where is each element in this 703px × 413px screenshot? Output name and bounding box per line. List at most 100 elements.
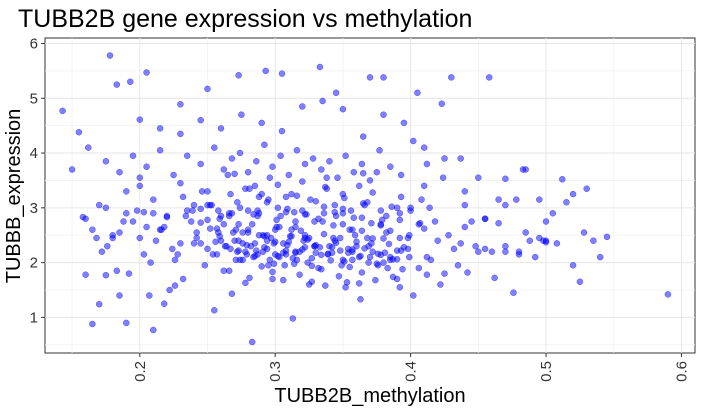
data-point xyxy=(385,240,393,248)
data-point xyxy=(389,273,397,281)
data-point xyxy=(299,103,306,110)
data-point xyxy=(481,245,489,253)
data-point xyxy=(82,271,89,278)
data-point xyxy=(177,130,184,138)
data-point xyxy=(213,251,221,258)
data-point xyxy=(377,207,385,214)
data-point xyxy=(396,216,404,224)
data-point xyxy=(502,201,509,209)
data-point xyxy=(193,229,200,236)
data-point xyxy=(603,233,611,241)
data-point xyxy=(248,338,256,346)
data-point xyxy=(255,231,263,239)
data-point xyxy=(113,81,121,88)
data-point xyxy=(461,223,469,231)
data-point xyxy=(244,168,252,176)
data-point xyxy=(213,225,221,232)
data-point xyxy=(270,260,278,267)
data-point xyxy=(292,223,299,231)
data-point xyxy=(304,236,311,243)
data-point xyxy=(315,264,322,272)
data-point xyxy=(123,210,130,217)
data-point xyxy=(244,229,252,236)
data-point xyxy=(373,260,381,267)
data-point xyxy=(258,119,265,127)
data-point xyxy=(216,215,223,223)
data-point xyxy=(247,242,255,250)
data-point xyxy=(361,245,368,252)
data-point xyxy=(225,267,233,275)
data-point xyxy=(397,193,405,201)
data-point xyxy=(206,201,214,209)
data-point xyxy=(397,171,405,179)
data-point xyxy=(231,237,238,244)
data-point xyxy=(410,292,417,299)
data-point xyxy=(95,300,103,308)
data-point xyxy=(289,254,297,262)
data-point xyxy=(113,267,121,275)
data-point xyxy=(542,218,550,225)
data-point xyxy=(123,188,130,195)
data-point xyxy=(136,234,144,242)
data-point xyxy=(406,231,413,239)
data-point xyxy=(359,200,367,207)
data-point xyxy=(216,233,223,240)
data-point xyxy=(418,196,425,203)
data-point xyxy=(359,170,367,177)
data-point xyxy=(204,188,211,195)
data-point xyxy=(664,291,672,298)
data-point xyxy=(140,208,148,216)
data-point xyxy=(420,225,428,232)
data-point xyxy=(345,249,352,256)
data-point xyxy=(238,111,245,118)
data-point xyxy=(502,248,509,255)
data-point xyxy=(351,231,359,239)
data-point xyxy=(396,234,404,242)
y-tick-label: 6 xyxy=(30,35,38,52)
data-point xyxy=(368,219,375,227)
data-point xyxy=(212,238,219,246)
data-point xyxy=(143,223,150,231)
data-point xyxy=(182,212,190,220)
data-point xyxy=(522,229,529,236)
data-point xyxy=(404,245,412,253)
data-point xyxy=(85,144,92,151)
y-tick-label: 1 xyxy=(30,309,38,326)
data-point xyxy=(215,207,222,214)
data-point xyxy=(323,174,330,181)
data-point xyxy=(242,279,249,287)
data-point xyxy=(228,290,236,298)
data-point xyxy=(75,128,83,136)
data-point xyxy=(239,229,246,236)
data-point xyxy=(187,218,195,225)
data-point xyxy=(358,227,366,235)
data-point xyxy=(289,315,297,322)
data-point xyxy=(355,280,363,287)
data-point xyxy=(420,182,428,190)
data-point xyxy=(174,251,181,258)
data-point xyxy=(235,72,242,79)
y-axis-title: TUBBB_expression xyxy=(3,109,25,284)
data-point xyxy=(380,74,387,81)
data-point xyxy=(177,179,184,187)
data-point xyxy=(536,196,543,203)
y-tick-label: 5 xyxy=(30,90,38,107)
data-point xyxy=(296,271,303,278)
data-point xyxy=(495,219,502,227)
data-point xyxy=(136,174,144,181)
data-point xyxy=(290,260,298,267)
data-point xyxy=(369,189,376,196)
data-point xyxy=(179,275,187,283)
data-point xyxy=(445,231,452,239)
y-tick-label: 2 xyxy=(30,255,38,272)
data-point xyxy=(183,152,191,160)
data-point xyxy=(350,168,358,176)
data-point xyxy=(278,127,286,135)
x-axis-ticks: 0.2 0.3 0.4 0.5 0.6 xyxy=(132,353,690,382)
data-point xyxy=(410,137,417,145)
data-point xyxy=(158,226,165,233)
data-point xyxy=(387,163,394,170)
data-point xyxy=(232,256,240,264)
data-point xyxy=(393,204,401,212)
x-tick-label: 0.3 xyxy=(267,361,284,382)
